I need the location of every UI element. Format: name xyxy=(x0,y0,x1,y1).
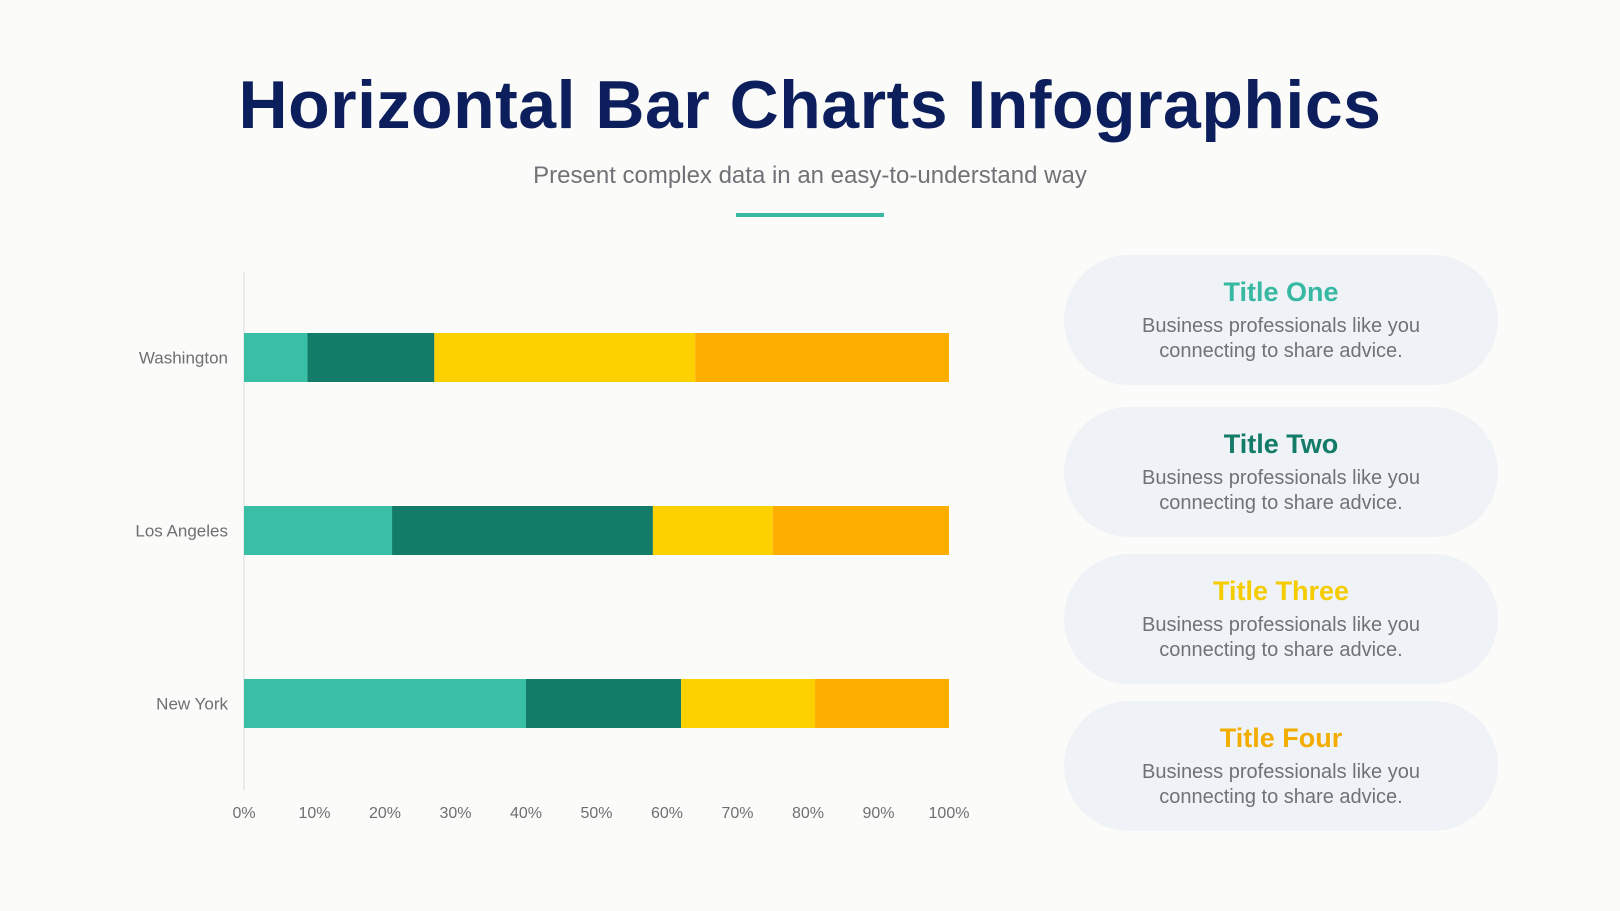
x-tick-label: 20% xyxy=(369,805,401,822)
bar-segment-4 xyxy=(772,506,949,555)
category-label: Washington xyxy=(139,349,228,368)
x-tick-label: 60% xyxy=(651,805,683,822)
x-tick-label: 90% xyxy=(862,805,894,822)
info-card-3: Title Three Business professionals like … xyxy=(1064,554,1498,684)
page-subtitle: Present complex data in an easy-to-under… xyxy=(533,162,1087,189)
bar-segment-4 xyxy=(695,333,949,382)
x-tick-label: 50% xyxy=(580,805,612,822)
x-tick-label: 100% xyxy=(929,805,970,822)
card-title: Title Two xyxy=(1223,429,1339,459)
bar-segment-4 xyxy=(815,679,949,728)
info-card-2: Title Two Business professionals like yo… xyxy=(1064,407,1498,537)
bar-segment-3 xyxy=(652,506,773,555)
x-tick-label: 70% xyxy=(721,805,753,822)
title-underline xyxy=(736,213,884,217)
card-title: Title Three xyxy=(1212,576,1350,606)
card-title: Title Four xyxy=(1219,723,1343,753)
bar-segment-1 xyxy=(244,679,526,728)
info-card-4: Title Four Business professionals like y… xyxy=(1064,701,1498,831)
bar-segment-3 xyxy=(434,333,696,382)
card-text-line: connecting to share advice. xyxy=(1159,639,1403,661)
bar-segment-1 xyxy=(244,333,308,382)
info-card-1: Title One Business professionals like yo… xyxy=(1064,255,1498,385)
stacked-bar-chart: Washington Los Angeles New York 0% 10% 20% 30… xyxy=(135,272,970,822)
x-tick-label: 40% xyxy=(510,805,542,822)
x-tick-label: 30% xyxy=(439,805,471,822)
card-text-line: Business professionals like you xyxy=(1142,614,1420,636)
card-text-line: Business professionals like you xyxy=(1142,761,1420,783)
bar-segment-3 xyxy=(681,679,816,728)
page-title: Horizontal Bar Charts Infographics xyxy=(238,67,1382,143)
card-text-line: connecting to share advice. xyxy=(1159,340,1403,362)
card-title: Title One xyxy=(1223,277,1339,307)
category-label: New York xyxy=(156,695,228,714)
x-tick-label: 80% xyxy=(792,805,824,822)
card-text-line: connecting to share advice. xyxy=(1159,786,1403,808)
bar-segment-2 xyxy=(392,506,653,555)
card-text-line: Business professionals like you xyxy=(1142,315,1420,337)
bar-segment-2 xyxy=(307,333,435,382)
card-text-line: connecting to share advice. xyxy=(1159,492,1403,514)
x-tick-label: 10% xyxy=(298,805,330,822)
category-label: Los Angeles xyxy=(135,522,228,541)
x-tick-label: 0% xyxy=(232,805,255,822)
card-text-line: Business professionals like you xyxy=(1142,467,1420,489)
bar-segment-2 xyxy=(526,679,682,728)
bar-segment-1 xyxy=(244,506,393,555)
